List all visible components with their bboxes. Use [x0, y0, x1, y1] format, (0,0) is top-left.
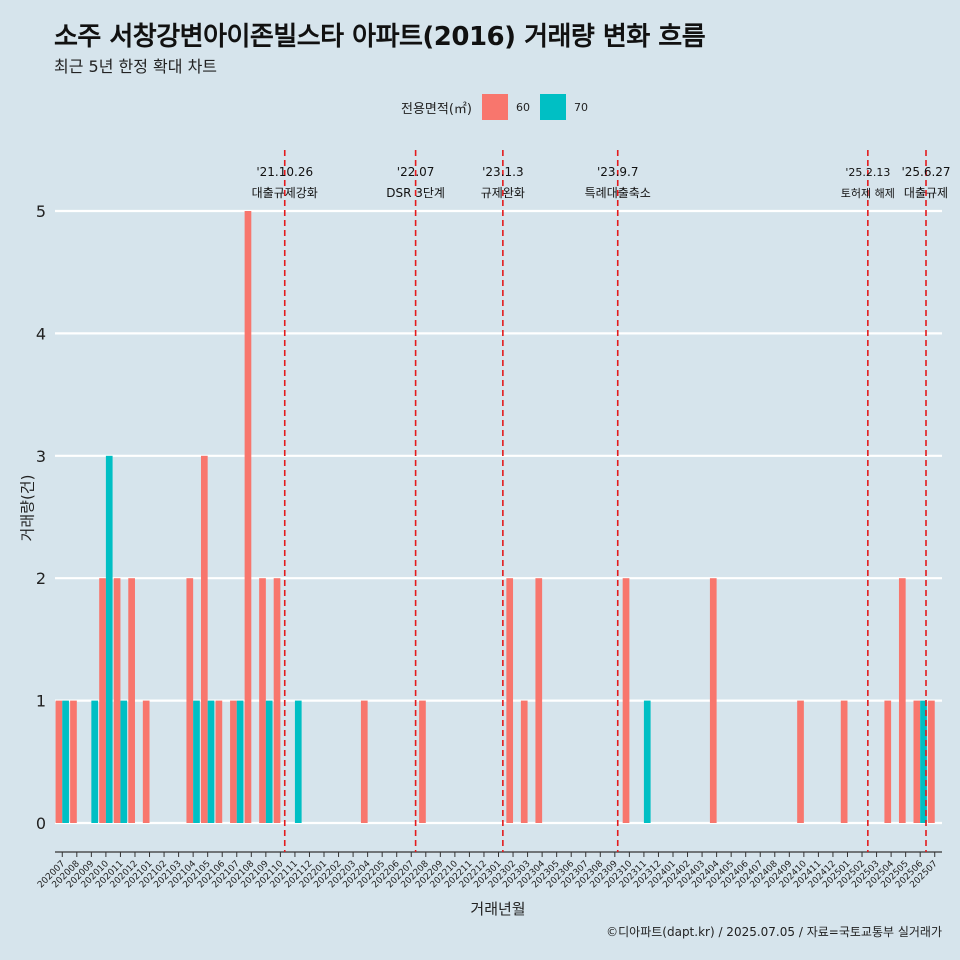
bar [265, 700, 273, 823]
bar [113, 578, 121, 823]
bar [244, 211, 252, 823]
event-label: 토허제 해제 [841, 186, 895, 200]
event-label: 대출규제강화 [252, 186, 318, 200]
y-tick-label: 0 [36, 814, 46, 833]
bar [200, 455, 208, 823]
y-tick-label: 5 [36, 202, 46, 221]
bar [142, 700, 150, 823]
legend-key-60 [481, 94, 508, 120]
bar [360, 700, 368, 823]
event-label: 규제완화 [481, 186, 525, 200]
legend-key-70 [539, 94, 566, 120]
bar [230, 700, 237, 823]
y-tick-label: 4 [36, 324, 46, 343]
bar [91, 700, 99, 823]
bar [186, 578, 194, 823]
bar [105, 455, 113, 823]
y-axis-label: 거래량(건) [18, 474, 37, 542]
bar [709, 578, 717, 823]
event-label: DSR 3단계 [386, 186, 445, 200]
bar [913, 700, 921, 823]
y-tick-label: 2 [36, 569, 46, 588]
bar [207, 700, 215, 823]
event-label: 대출규제 [904, 186, 948, 200]
bar [259, 578, 266, 823]
bar [506, 578, 514, 823]
event-date: '23.1.3 [482, 165, 523, 179]
bar [120, 700, 128, 823]
event-date: '22.07 [397, 165, 435, 179]
legend: 전용면적(㎡) 60 70 [401, 94, 588, 120]
chart-subtitle: 최근 5년 한정 확대 차트 [54, 57, 218, 76]
bar [419, 700, 426, 823]
bar [62, 700, 69, 823]
bar [928, 700, 935, 823]
legend-label-70: 70 [573, 100, 588, 114]
event-date: '25.6.27 [901, 165, 950, 179]
bar [622, 578, 630, 823]
event-date: '21.10.26 [256, 165, 313, 179]
bar [898, 578, 906, 823]
bar [797, 700, 804, 823]
chart-title: 소주 서창강변아이존빌스타 아파트(2016) 거래량 변화 흐름 [54, 22, 706, 52]
source-caption: ©디아파트(dapt.kr) / 2025.07.05 / 자료=국토교통부 실… [606, 925, 942, 939]
bar [840, 700, 848, 823]
bar [535, 578, 543, 823]
bar [99, 578, 106, 823]
bar [128, 578, 135, 823]
event-label: 특례대출축소 [585, 186, 651, 200]
bar [884, 700, 892, 823]
bar [273, 578, 281, 823]
bar [520, 700, 528, 823]
bar [55, 700, 63, 823]
legend-label-60: 60 [515, 100, 530, 114]
x-axis-label: 거래년월 [470, 900, 526, 918]
event-date: '23.9.7 [597, 165, 638, 179]
bar [215, 700, 223, 823]
legend-title: 전용면적(㎡) [401, 101, 472, 117]
y-tick-label: 3 [36, 447, 46, 466]
bar [643, 700, 651, 823]
event-date: '25.2.13 [845, 166, 890, 179]
bar [294, 700, 302, 823]
bar [920, 700, 927, 823]
bar [236, 700, 244, 823]
y-tick-label: 1 [36, 692, 46, 711]
bar [70, 700, 77, 823]
bar [193, 700, 200, 823]
